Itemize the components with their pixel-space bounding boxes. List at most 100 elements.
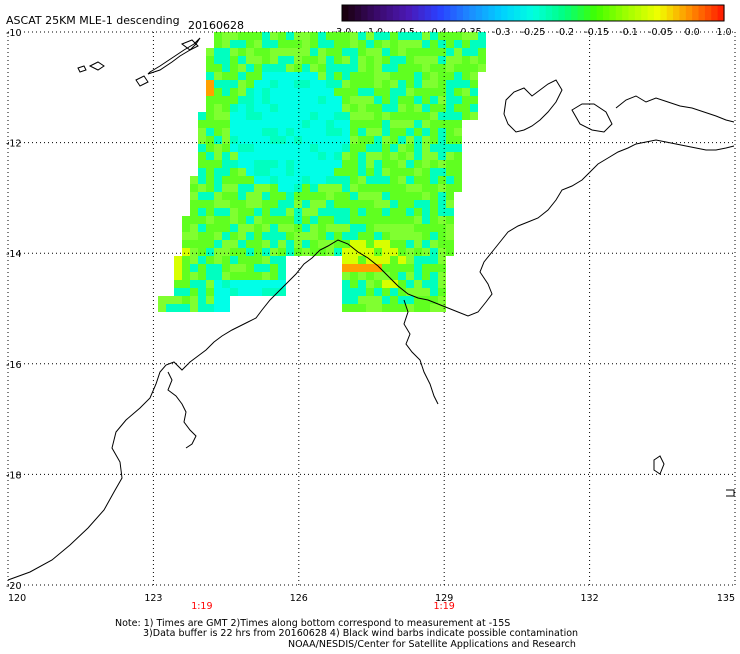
swath-cell bbox=[446, 88, 454, 96]
swath-cell bbox=[438, 144, 446, 152]
swath-cell bbox=[262, 64, 270, 72]
colorbar-segment bbox=[367, 5, 375, 21]
swath-cell bbox=[438, 80, 446, 88]
swath-cell bbox=[278, 56, 286, 64]
swath-cell bbox=[286, 40, 294, 48]
swath-cell bbox=[446, 248, 454, 256]
swath-cell bbox=[230, 32, 238, 40]
swath-cell bbox=[350, 96, 358, 104]
swath-cell bbox=[206, 64, 214, 72]
swath-cell bbox=[414, 112, 422, 120]
swath-cell bbox=[238, 128, 246, 136]
swath-cell bbox=[414, 32, 422, 40]
island-roti-small bbox=[77, 65, 87, 73]
swath-cell bbox=[270, 160, 278, 168]
swath-cell bbox=[318, 48, 326, 56]
swath-cell bbox=[358, 256, 366, 264]
swath-cell bbox=[422, 184, 430, 192]
swath-cell bbox=[206, 256, 214, 264]
swath-cell bbox=[318, 88, 326, 96]
swath-cell bbox=[422, 112, 430, 120]
swath-cell bbox=[374, 296, 382, 304]
swath-cell bbox=[374, 160, 382, 168]
swath-cell bbox=[334, 200, 342, 208]
swath-cell bbox=[342, 232, 350, 240]
swath-cell bbox=[358, 232, 366, 240]
swath-cell bbox=[310, 176, 318, 184]
swath-cell bbox=[270, 208, 278, 216]
swath-cell bbox=[302, 200, 310, 208]
colorbar-segment bbox=[564, 5, 572, 21]
swath-cell bbox=[198, 296, 206, 304]
swath-cell bbox=[222, 64, 230, 72]
swath-cell bbox=[230, 128, 238, 136]
swath-cell bbox=[422, 248, 430, 256]
swath-cell bbox=[398, 64, 406, 72]
swath-cell bbox=[206, 112, 214, 120]
swath-cell bbox=[262, 216, 270, 224]
swath-cell bbox=[406, 40, 414, 48]
coast-western-australia bbox=[7, 139, 735, 581]
swath-cell bbox=[238, 144, 246, 152]
swath-cell bbox=[390, 256, 398, 264]
swath-cell bbox=[454, 120, 462, 128]
swath-cell bbox=[446, 104, 454, 112]
swath-cell bbox=[230, 272, 238, 280]
swath-cell bbox=[422, 88, 430, 96]
swath-cell bbox=[438, 40, 446, 48]
swath-cell bbox=[406, 56, 414, 64]
swath-cell bbox=[238, 280, 246, 288]
swath-cell bbox=[254, 240, 262, 248]
swath-cell bbox=[238, 200, 246, 208]
swath-cell bbox=[454, 112, 462, 120]
colorbar-segment bbox=[622, 5, 630, 21]
swath-cell bbox=[350, 208, 358, 216]
swath-cell bbox=[342, 264, 350, 272]
swath-cell bbox=[286, 216, 294, 224]
swath-cell bbox=[206, 72, 214, 80]
swath-cell bbox=[342, 192, 350, 200]
swath-cell bbox=[254, 32, 262, 40]
swath-cell bbox=[430, 80, 438, 88]
swath-cell bbox=[222, 200, 230, 208]
swath-cell bbox=[262, 224, 270, 232]
swath-cell bbox=[398, 176, 406, 184]
swath-cell bbox=[326, 80, 334, 88]
swath-cell bbox=[294, 64, 302, 72]
swath-cell bbox=[190, 288, 198, 296]
swath-cell bbox=[398, 88, 406, 96]
swath-cell bbox=[358, 264, 366, 272]
colorbar-segment bbox=[545, 5, 553, 21]
swath-cell bbox=[270, 112, 278, 120]
swath-cell bbox=[214, 304, 222, 312]
swath-cell bbox=[198, 232, 206, 240]
swath-cell bbox=[294, 88, 302, 96]
swath-cell bbox=[326, 48, 334, 56]
swath-cell bbox=[262, 208, 270, 216]
swath-cell bbox=[414, 120, 422, 128]
swath-cell bbox=[230, 48, 238, 56]
swath-cell bbox=[398, 112, 406, 120]
swath-cell bbox=[246, 40, 254, 48]
swath-cell bbox=[310, 136, 318, 144]
swath-cell bbox=[206, 272, 214, 280]
swath-cell bbox=[350, 264, 358, 272]
swath-cell bbox=[206, 224, 214, 232]
swath-cell bbox=[446, 240, 454, 248]
lon-labels: 120 123 126 129 132 135 bbox=[8, 593, 735, 604]
swath-cell bbox=[374, 264, 382, 272]
lat-label: -12 bbox=[6, 139, 22, 150]
colorbar-segment bbox=[717, 5, 725, 21]
swath-cell bbox=[366, 280, 374, 288]
swath-cell bbox=[246, 104, 254, 112]
swath-cell bbox=[246, 256, 254, 264]
swath-cell bbox=[382, 288, 390, 296]
swath-cell bbox=[246, 144, 254, 152]
swath-cell bbox=[454, 64, 462, 72]
swath-cell bbox=[238, 256, 246, 264]
swath-cell bbox=[414, 160, 422, 168]
swath-cell bbox=[334, 168, 342, 176]
swath-cell bbox=[470, 64, 478, 72]
swath-cell bbox=[310, 72, 318, 80]
swath-cell bbox=[158, 304, 166, 312]
